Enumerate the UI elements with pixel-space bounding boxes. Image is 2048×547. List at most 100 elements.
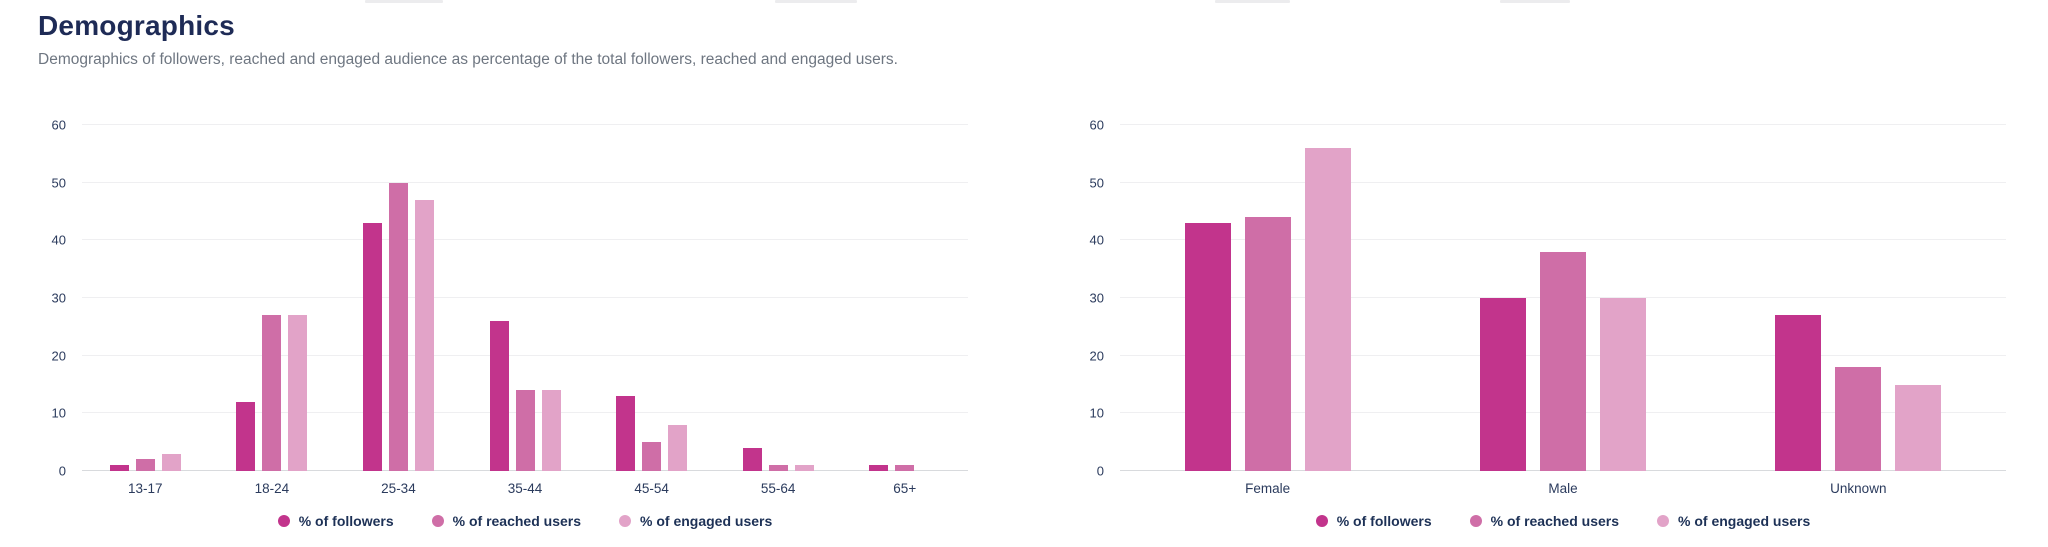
x-axis-label: 55-64 <box>760 481 796 496</box>
plot-grid <box>1120 124 2006 471</box>
bar-group <box>588 125 715 471</box>
y-axis-tick-label: 40 <box>1089 232 1104 248</box>
bar[interactable] <box>362 223 382 471</box>
bar[interactable] <box>642 442 662 471</box>
legend-dot-icon <box>1315 515 1328 527</box>
bar[interactable] <box>489 321 509 471</box>
legend-item[interactable]: % of followers <box>1315 513 1432 529</box>
legend-dot-icon <box>277 515 290 527</box>
legend-item-label: % of reached users <box>452 513 582 529</box>
y-axis-tick-label: 60 <box>1089 117 1104 133</box>
x-axis-label: 13-17 <box>128 481 163 496</box>
bar-group <box>462 125 589 471</box>
gridline <box>1120 181 2006 183</box>
bar[interactable] <box>236 401 256 471</box>
y-axis-tick-label: 50 <box>51 175 66 191</box>
bar-group <box>1120 125 1415 471</box>
legend-item[interactable]: % of reached users <box>1469 513 1620 529</box>
bar[interactable] <box>1835 367 1882 471</box>
bar[interactable] <box>1775 315 1822 471</box>
bar-group <box>82 125 209 471</box>
bar[interactable] <box>895 465 915 471</box>
bar-group <box>209 125 336 471</box>
bar[interactable] <box>1304 148 1351 471</box>
bar[interactable] <box>1244 217 1291 471</box>
bar-group <box>1415 125 1710 471</box>
legend-item[interactable]: % of engaged users <box>619 513 772 529</box>
legend-item-label: % of reached users <box>1490 513 1620 529</box>
y-axis-tick-label: 10 <box>1089 405 1104 421</box>
bar[interactable] <box>1599 298 1646 471</box>
bar[interactable] <box>768 465 788 471</box>
plot-area: 0 10 20 30 40 50 60 <box>1076 118 2006 479</box>
x-axis-label: Male <box>1548 481 1578 496</box>
bar-groups <box>82 125 968 471</box>
y-axis: 0 10 20 30 40 50 60 <box>38 118 82 479</box>
y-axis-tick-label: 10 <box>51 405 66 421</box>
bar[interactable] <box>388 182 408 471</box>
bar[interactable] <box>1539 251 1586 471</box>
bar[interactable] <box>541 390 561 471</box>
x-axis-labels: 13-17 18-24 25-34 35-44 45-54 55-64 65+ <box>82 481 968 496</box>
bar-groups <box>1120 125 2006 471</box>
y-axis-tick-label: 40 <box>51 232 66 248</box>
y-axis-tick-label: 0 <box>1096 463 1104 479</box>
charts-row: 0 10 20 30 40 50 60 13-17 18-24 25-34 35-44 45-54 55… <box>0 118 2048 529</box>
gridline <box>82 297 968 298</box>
cropped-content-artifact <box>1215 0 1290 3</box>
gridline <box>82 124 968 125</box>
bar[interactable] <box>135 459 155 471</box>
legend: % of followers % of reached users % of eng… <box>82 513 968 529</box>
bar[interactable] <box>515 390 535 471</box>
y-axis-tick-label: 30 <box>51 290 66 306</box>
x-axis-label: 35-44 <box>507 481 543 496</box>
legend-dot-icon <box>1469 515 1482 527</box>
x-axis-labels: Female Male Unknown <box>1120 481 2006 496</box>
bar-group <box>715 125 842 471</box>
bar[interactable] <box>109 465 129 471</box>
bar[interactable] <box>414 199 434 471</box>
bar[interactable] <box>1895 384 1942 471</box>
age-demographics-bar-chart: 0 10 20 30 40 50 60 13-17 18-24 25-34 35-44 45-54 55… <box>38 118 968 529</box>
gridline <box>82 239 968 241</box>
y-axis: 0 10 20 30 40 50 60 <box>1076 118 1120 479</box>
bar[interactable] <box>668 424 688 471</box>
bar[interactable] <box>1184 223 1231 471</box>
bar-group <box>1711 125 2006 471</box>
section-header: Demographics Demographics of followers, … <box>0 0 2048 69</box>
legend-dot-icon <box>431 515 444 527</box>
bar[interactable] <box>616 396 636 471</box>
legend-item-label: % of engaged users <box>1678 513 1811 529</box>
x-axis-label: 45-54 <box>634 481 669 496</box>
y-axis-tick-label: 20 <box>1089 348 1104 364</box>
plot-grid <box>82 124 968 471</box>
bar[interactable] <box>742 447 762 471</box>
legend-dot-icon <box>1657 515 1670 527</box>
bar[interactable] <box>161 453 181 471</box>
cropped-content-artifact <box>1500 0 1570 3</box>
bar[interactable] <box>288 315 308 471</box>
x-axis-label: Female <box>1245 481 1291 496</box>
y-axis-tick-label: 60 <box>51 117 66 133</box>
y-axis-tick-label: 50 <box>1089 175 1104 191</box>
x-axis-label: 18-24 <box>254 481 290 496</box>
x-axis-label: Unknown <box>1830 481 1887 496</box>
gridline <box>1120 239 2006 241</box>
bar[interactable] <box>794 465 814 471</box>
bar[interactable] <box>262 315 282 471</box>
bar[interactable] <box>869 465 889 471</box>
y-axis-tick-label: 20 <box>51 348 66 364</box>
legend-item[interactable]: % of followers <box>277 513 394 529</box>
bar[interactable] <box>1479 298 1526 471</box>
legend-item[interactable]: % of reached users <box>431 513 582 529</box>
legend-item[interactable]: % of engaged users <box>1657 513 1810 529</box>
page-subtitle: Demographics of followers, reached and e… <box>38 51 898 68</box>
gridline <box>82 354 968 356</box>
gridline <box>82 181 968 183</box>
legend-item-label: % of engaged users <box>640 513 773 529</box>
gender-demographics-bar-chart: 0 10 20 30 40 50 60 Female Male Unknown % of follo… <box>1076 118 2006 529</box>
cropped-content-artifact <box>365 0 443 3</box>
y-axis-tick-label: 0 <box>58 463 66 479</box>
cropped-content-artifact <box>775 0 857 3</box>
